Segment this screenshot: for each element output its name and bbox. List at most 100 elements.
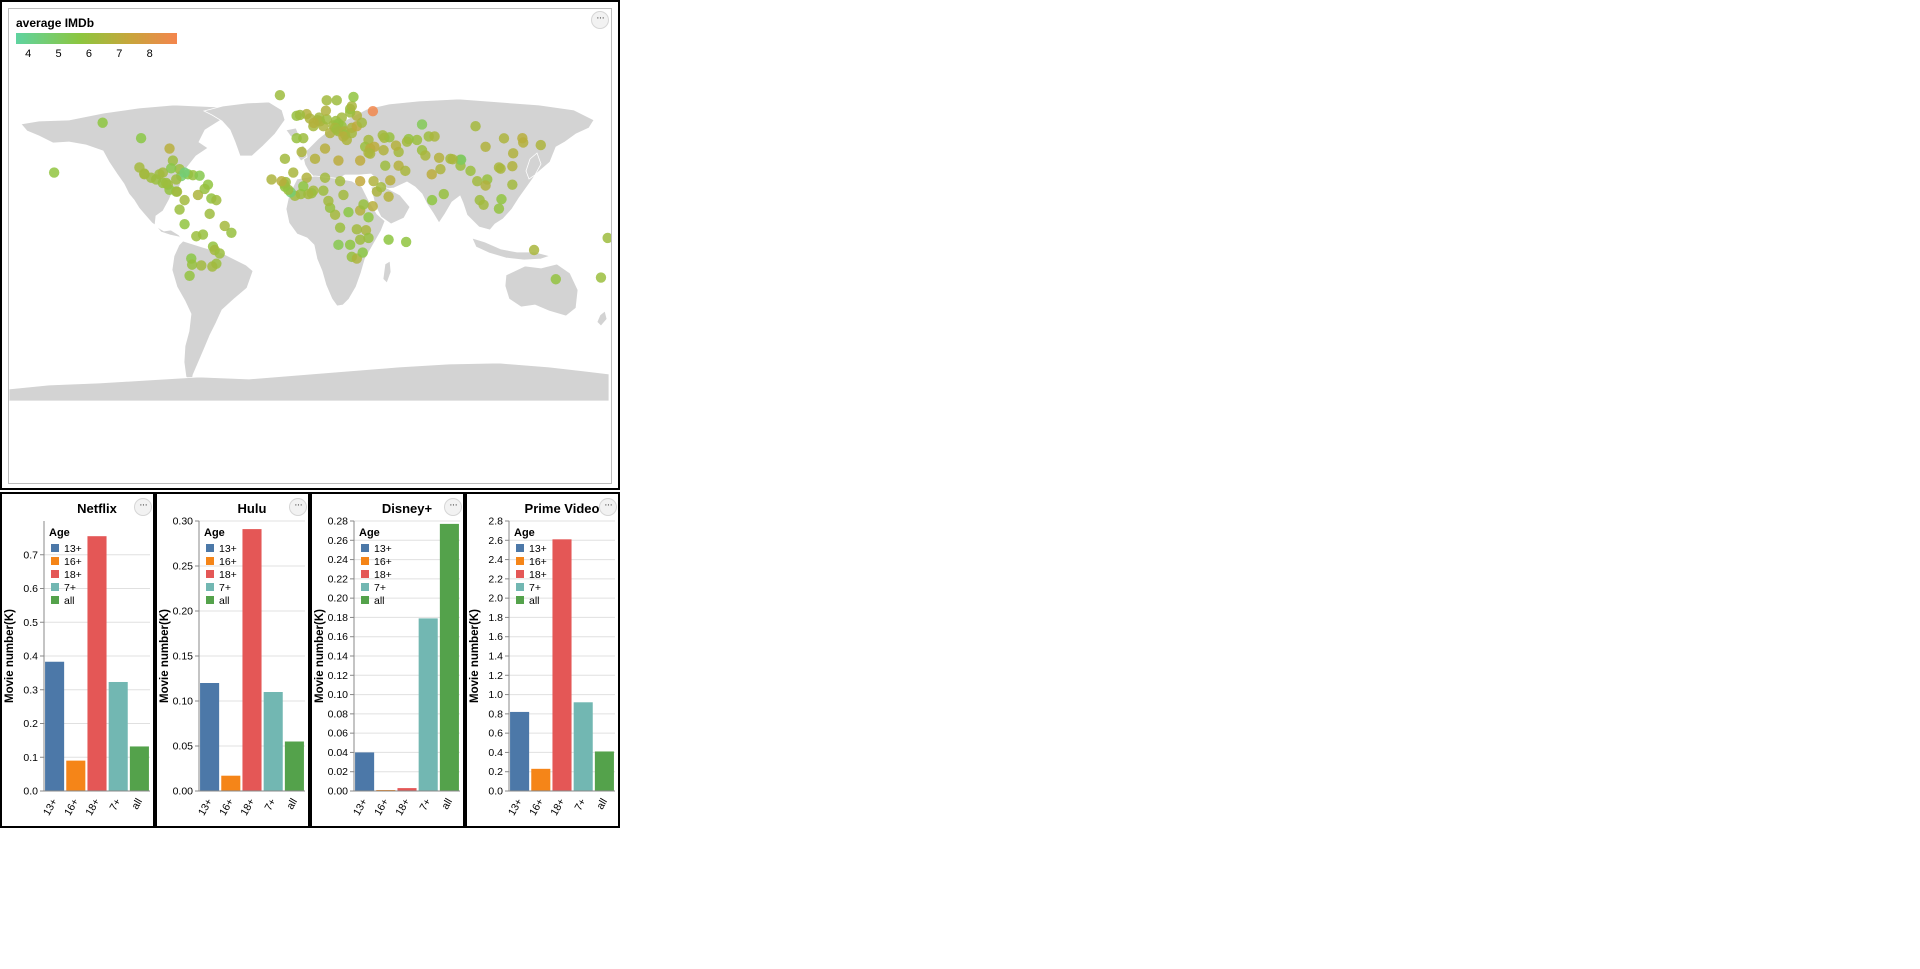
map-point[interactable] [333,239,344,251]
map-point[interactable] [191,231,202,242]
map-point[interactable] [367,200,378,212]
bar-16+[interactable] [66,760,86,791]
map-point[interactable] [298,181,309,192]
map-point[interactable] [334,176,346,187]
map-point[interactable] [367,105,379,117]
map-point[interactable] [179,194,190,206]
map-point[interactable] [226,227,237,238]
bar-18+[interactable] [87,536,107,791]
map-point[interactable] [517,133,528,144]
map-point[interactable] [207,261,218,272]
map-point[interactable] [351,224,363,235]
bar-7+[interactable] [573,702,593,791]
map-point[interactable] [478,199,489,210]
map-point[interactable] [507,161,518,172]
map-point[interactable] [368,176,379,187]
map-point[interactable] [174,204,185,215]
map-point[interactable] [416,119,428,130]
netflix-actions-menu-button[interactable]: ··· [134,498,152,516]
map-point[interactable] [320,105,332,116]
map-point[interactable] [365,148,376,159]
map-point[interactable] [455,154,467,165]
map-point[interactable] [288,167,299,178]
map-point[interactable] [279,153,291,165]
map-point[interactable] [301,172,312,183]
map-point[interactable] [472,176,483,187]
map-point[interactable] [48,167,60,178]
map-point[interactable] [166,163,177,174]
map-point[interactable] [354,234,366,245]
bar-18+[interactable] [552,539,572,791]
map-point[interactable] [338,189,349,201]
map-point[interactable] [135,133,147,144]
map-point[interactable] [164,143,175,154]
bar-7+[interactable] [263,692,283,791]
map-point[interactable] [480,141,491,152]
map-point[interactable] [309,153,321,165]
map-point[interactable] [383,191,394,202]
bar-7+[interactable] [108,681,128,791]
map-point[interactable] [435,163,446,175]
map-point[interactable] [199,183,210,195]
map-point[interactable] [179,167,190,178]
map-point[interactable] [385,175,396,186]
bar-16+[interactable] [531,768,551,791]
map-point[interactable] [319,172,331,183]
disney-actions-menu-button[interactable]: ··· [444,498,462,516]
bar-all[interactable] [439,523,459,791]
map-point[interactable] [157,167,169,178]
map-point[interactable] [139,168,150,179]
map-point[interactable] [354,155,366,166]
map-point[interactable] [535,139,546,151]
map-point[interactable] [343,206,354,218]
map-point[interactable] [354,176,366,187]
map-point[interactable] [433,152,445,164]
map-point[interactable] [266,174,277,185]
map-point[interactable] [470,120,481,132]
map-point[interactable] [308,117,320,129]
map-point[interactable] [160,177,172,189]
bar-all[interactable] [129,746,149,791]
map-point[interactable] [333,155,344,166]
bar-all[interactable] [284,741,304,792]
map-point[interactable] [426,194,438,206]
map-point[interactable] [344,239,356,251]
map-point[interactable] [401,136,413,147]
map-point[interactable] [528,244,540,256]
map-point[interactable] [321,95,332,106]
map-point[interactable] [294,109,306,121]
map-point[interactable] [507,148,519,159]
map-point[interactable] [465,165,476,177]
map-point[interactable] [595,272,607,283]
map-point[interactable] [323,195,334,207]
map-point[interactable] [378,145,389,156]
map-point[interactable] [348,91,359,103]
map-point[interactable] [97,117,108,128]
map-actions-menu-button[interactable]: ··· [591,11,609,29]
map-point[interactable] [276,176,287,187]
map-point[interactable] [400,165,411,177]
map-point[interactable] [411,134,423,146]
map-point[interactable] [357,247,368,258]
map-point[interactable] [274,90,286,101]
bar-all[interactable] [594,751,614,791]
map-point[interactable] [167,155,179,166]
map-point[interactable] [319,143,331,154]
bar-18+[interactable] [397,788,417,791]
map-point[interactable] [196,260,207,271]
map-point[interactable] [377,130,388,141]
map-point[interactable] [498,133,510,144]
map-point[interactable] [390,140,402,151]
map-point[interactable] [334,222,346,233]
map-point[interactable] [507,179,518,190]
map-point[interactable] [219,220,230,232]
map-point[interactable] [426,169,437,180]
map-point[interactable] [211,194,222,206]
map-point[interactable] [204,208,215,220]
map-point[interactable] [321,114,332,125]
map-point[interactable] [493,203,505,214]
bar-18+[interactable] [242,529,262,791]
map-point[interactable] [171,174,182,185]
map-point[interactable] [214,248,225,259]
map-point[interactable] [363,212,374,223]
